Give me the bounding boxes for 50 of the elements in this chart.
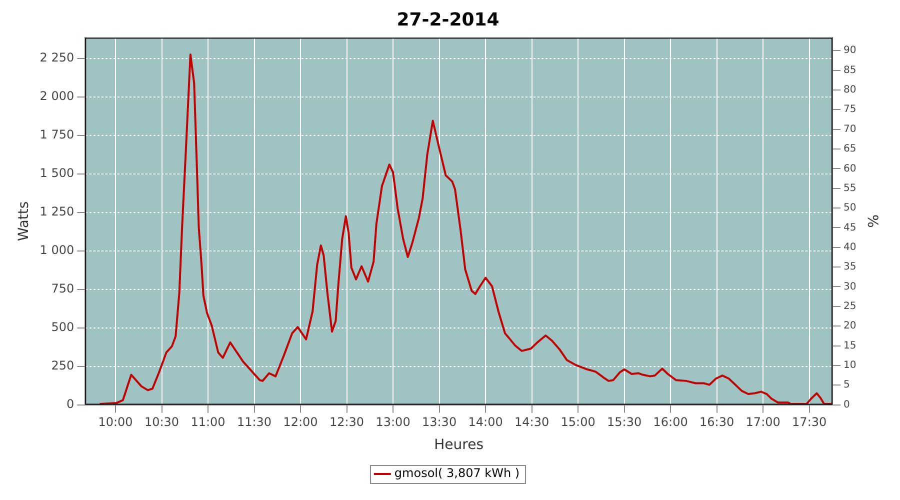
x-tick-label: 15:30 bbox=[607, 415, 642, 430]
x-tick-label: 10:00 bbox=[98, 415, 133, 430]
y-tick-label: 500 bbox=[51, 320, 74, 334]
y2-tick-label: 70 bbox=[843, 124, 856, 135]
chart-title: 27-2-2014 bbox=[396, 9, 500, 30]
y2-tick-label: 50 bbox=[843, 202, 856, 214]
y-tick-label: 1 000 bbox=[40, 242, 74, 257]
y2-tick-label: 15 bbox=[843, 340, 856, 352]
y2-tick-label: 30 bbox=[843, 281, 856, 292]
x-tick-label: 17:30 bbox=[792, 415, 827, 430]
y2-tick-label: 75 bbox=[843, 104, 856, 116]
y-tick-label: 1 500 bbox=[40, 166, 74, 180]
y-tick-label: 0 bbox=[66, 396, 74, 411]
x-tick-label: 10:30 bbox=[144, 415, 180, 430]
y-axis-title: Watts bbox=[16, 201, 32, 242]
x-tick-label: 16:30 bbox=[700, 415, 734, 430]
y-tick-label: 1 250 bbox=[40, 204, 74, 218]
x-tick-label: 13:30 bbox=[422, 415, 457, 430]
y2-tick-label: 90 bbox=[843, 45, 856, 56]
legend-label: gmosol( 3,807 kWh ) bbox=[394, 466, 520, 480]
y2-tick-label: 20 bbox=[843, 320, 856, 332]
x-tick-label: 16:00 bbox=[653, 415, 688, 430]
y2-tick-label: 45 bbox=[843, 222, 856, 234]
y2-tick-label: 25 bbox=[843, 301, 856, 312]
y-tick-label: 250 bbox=[51, 358, 74, 372]
y-tick-label: 2 250 bbox=[40, 50, 74, 65]
x-tick-label: 17:00 bbox=[746, 415, 780, 430]
y2-tick-label: 40 bbox=[843, 242, 856, 253]
y-tick-label: 750 bbox=[51, 281, 74, 296]
x-tick-label: 12:00 bbox=[283, 415, 318, 430]
y2-tick-label: 85 bbox=[843, 64, 856, 76]
y2-tick-label: 55 bbox=[843, 182, 856, 194]
y2-tick-label: 5 bbox=[843, 380, 850, 391]
x-tick-label: 14:30 bbox=[514, 415, 550, 430]
y2-tick-label: 10 bbox=[843, 360, 856, 372]
x-tick-label: 15:00 bbox=[560, 415, 596, 430]
x-tick-label: 13:00 bbox=[376, 415, 410, 430]
y2-axis-title: % bbox=[864, 214, 880, 228]
x-tick-label: 11:30 bbox=[236, 415, 272, 430]
y-tick-label: 2 000 bbox=[40, 89, 74, 103]
x-tick-label: 14:00 bbox=[468, 415, 503, 430]
y-tick-label: 1 750 bbox=[40, 127, 74, 142]
y2-tick-label: 65 bbox=[843, 144, 856, 155]
x-axis-title: Heures bbox=[434, 437, 484, 454]
y2-tick-label: 0 bbox=[843, 399, 850, 410]
x-tick-label: 11:00 bbox=[190, 415, 226, 430]
y2-tick-label: 80 bbox=[843, 84, 856, 96]
x-tick-label: 12:30 bbox=[329, 415, 364, 430]
y2-tick-label: 35 bbox=[843, 262, 856, 273]
y2-tick-label: 60 bbox=[843, 163, 856, 174]
